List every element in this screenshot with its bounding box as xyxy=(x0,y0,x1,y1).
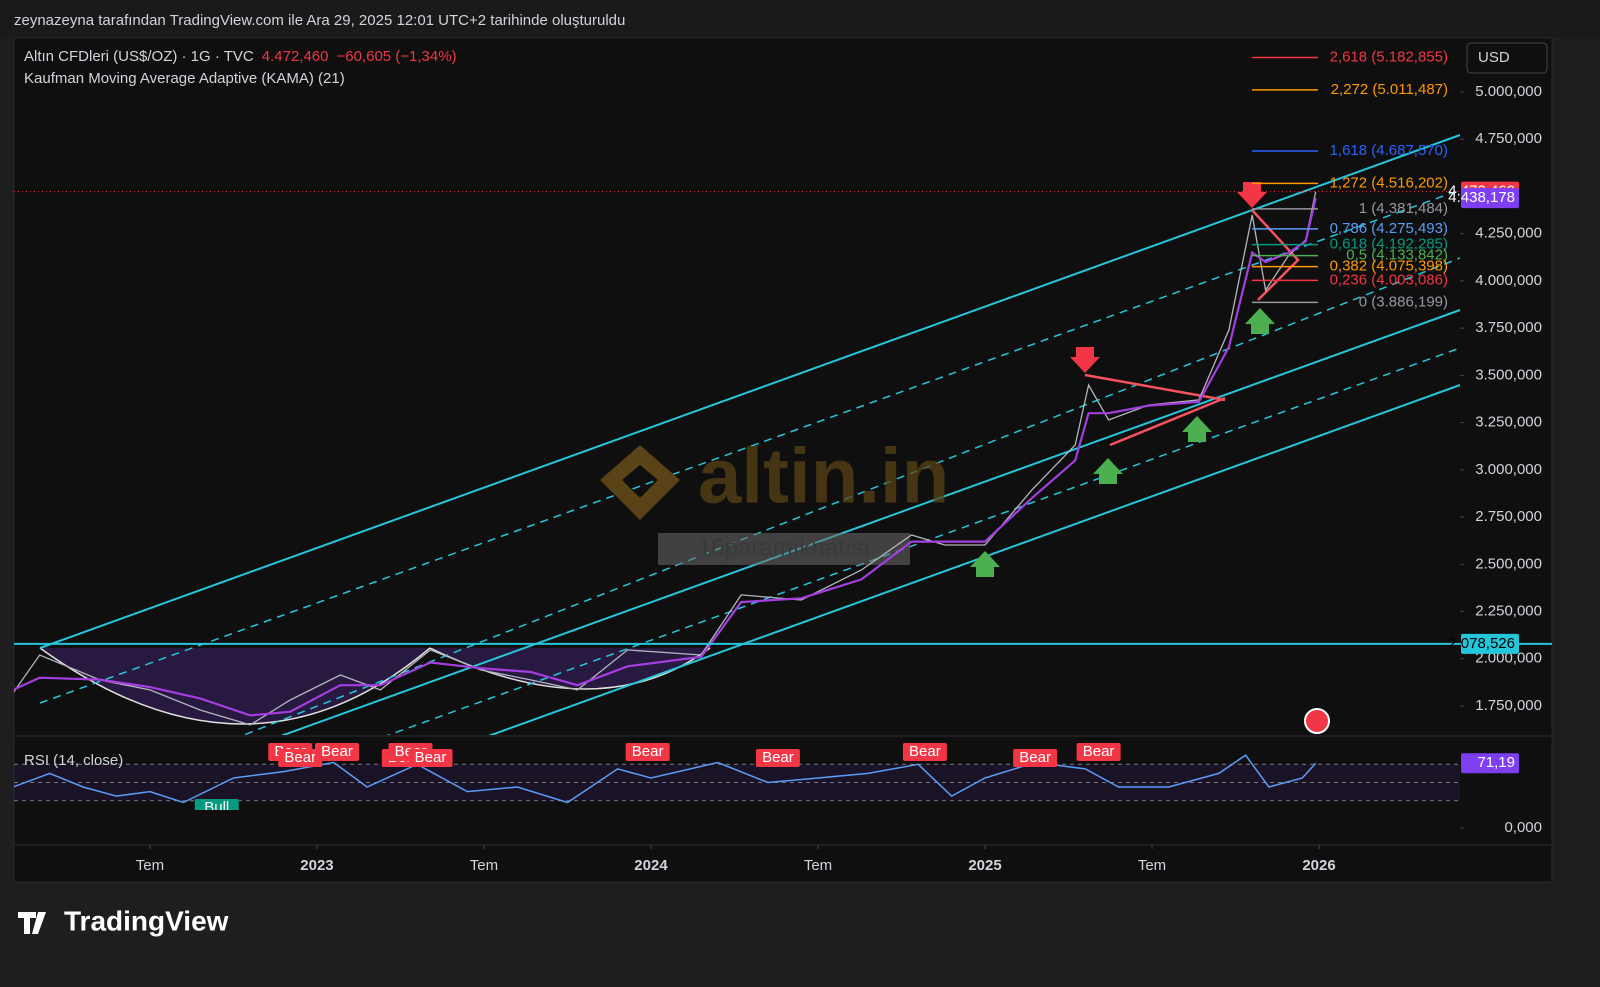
event-flag[interactable] xyxy=(1304,708,1330,734)
watermark xyxy=(600,445,910,565)
y-tick-label: 2.500,000 xyxy=(1475,555,1542,572)
rsi-pane xyxy=(14,754,1460,804)
signal-label: Bear xyxy=(321,743,353,760)
price-badge xyxy=(1461,633,1519,654)
signal-label: Bear xyxy=(632,743,664,760)
price-badge-label: 4.438,178 xyxy=(1448,189,1515,206)
y-tick-label: 3.000,000 xyxy=(1475,461,1542,478)
currency-button[interactable] xyxy=(1466,42,1548,74)
buy-arrow xyxy=(970,551,1000,577)
zigzag-line xyxy=(1251,209,1300,301)
signal-label: Bear xyxy=(909,743,941,760)
signal-label: Bear xyxy=(284,749,316,766)
y-tick-label: 3.250,000 xyxy=(1475,414,1542,431)
x-tick-label: Tem xyxy=(1138,857,1166,874)
y-tick-label: 2.750,000 xyxy=(1475,508,1542,525)
cup-curve xyxy=(39,647,431,725)
price-badge-label: 71,19 xyxy=(1477,754,1515,771)
x-tick-label: 2025 xyxy=(968,857,1001,874)
header-bar xyxy=(0,0,1600,38)
signal-badge xyxy=(755,749,800,767)
watermark-subtext: 16paramıknatısı xyxy=(698,534,870,561)
sell-arrow xyxy=(1237,182,1267,208)
chart-panel xyxy=(13,37,1553,883)
legend-change: −60,605 (−1,34%) xyxy=(336,48,456,65)
arrows xyxy=(970,182,1275,577)
x-tick-label: 2024 xyxy=(634,857,668,874)
channel-midline xyxy=(241,257,1460,735)
y-tick-label: 3.750,000 xyxy=(1475,319,1542,336)
signal-label: Bear xyxy=(1019,749,1051,766)
series-line xyxy=(14,197,1317,717)
fib-label: 2,272 (5.011,487) xyxy=(1331,81,1448,98)
watermark-box xyxy=(658,533,910,565)
price-badge xyxy=(1461,188,1519,209)
signal-label: Bull xyxy=(204,799,229,816)
channel-line xyxy=(280,309,1460,735)
y-tick-label: 4.000,000 xyxy=(1475,272,1542,289)
legend-price: 4.472,460 xyxy=(262,48,329,65)
tv-logo xyxy=(18,912,46,934)
triangle-line xyxy=(1109,396,1226,447)
buy-arrow xyxy=(1093,458,1123,484)
legend-rsi: RSI (14, close) xyxy=(24,752,123,769)
fib-label: 0,618 (4.192,285) xyxy=(1330,236,1448,253)
signal-badge xyxy=(902,743,947,761)
x-tick-label: Tem xyxy=(470,857,498,874)
fib-label: 0,236 (4.003,086) xyxy=(1330,271,1448,288)
buy-arrow xyxy=(1182,416,1212,442)
drawings xyxy=(39,134,1460,735)
series-line xyxy=(14,191,1317,726)
fib-label: 0,5 (4.133,842) xyxy=(1346,247,1448,264)
y-tick-label: 5.000,000 xyxy=(1475,83,1542,100)
signal-badge xyxy=(625,743,670,761)
x-tick-label: 2026 xyxy=(1302,857,1335,874)
signal-badge xyxy=(278,749,323,767)
legend-series: Altın CFDleri (US$/OZ) · 1G · TVC xyxy=(24,48,254,65)
x-tick-label: 2023 xyxy=(300,857,333,874)
watermark-text: altin.in xyxy=(698,432,949,520)
fib-label: 0,786 (4.275,493) xyxy=(1330,220,1448,237)
channel-line xyxy=(488,384,1460,735)
header-text: zeynazeyna tarafından TradingView.com il… xyxy=(14,12,625,29)
series-layer xyxy=(14,191,1460,804)
signal-badge xyxy=(408,749,453,767)
signal-badge xyxy=(1013,749,1058,767)
fib-label: 0,382 (4.075,398) xyxy=(1330,258,1448,275)
buy-arrow xyxy=(1245,308,1275,334)
fib-label: 1,618 (4.687,570) xyxy=(1330,142,1448,159)
price-badge-label: 2.078,526 xyxy=(1448,635,1515,652)
watermark-logo xyxy=(600,445,680,520)
signal-badge xyxy=(194,799,239,810)
signal-label: Bear xyxy=(762,749,794,766)
currency-label[interactable]: USD xyxy=(1478,49,1510,66)
legend-indicator: Kaufman Moving Average Adaptive (KAMA) (… xyxy=(24,70,345,87)
fib-label: 0 (3.886,199) xyxy=(1359,293,1448,310)
y-tick-label: 0,000 xyxy=(1504,819,1542,836)
main-pane xyxy=(14,191,1317,726)
x-tick-label: Tem xyxy=(136,857,164,874)
series-line xyxy=(14,754,1317,804)
y-tick-label: 2.000,000 xyxy=(1475,650,1542,667)
y-tick-label: 3.500,000 xyxy=(1475,366,1542,383)
signal-label: Bear xyxy=(415,749,447,766)
price-badge xyxy=(1461,753,1519,774)
y-tick-label: 4.750,000 xyxy=(1475,130,1542,147)
x-tick-label: Tem xyxy=(804,857,832,874)
channel-line xyxy=(39,134,1460,649)
fib-label: 1,272 (4.516,202) xyxy=(1330,174,1448,191)
signal-label: Bear xyxy=(1083,743,1115,760)
y-tick-label: 4.250,000 xyxy=(1475,225,1542,242)
cup-fill xyxy=(430,648,710,689)
sell-arrow xyxy=(1070,347,1100,373)
signal-badge xyxy=(1076,743,1121,761)
y-tick-label: 2.250,000 xyxy=(1475,603,1542,620)
footer-brand: TradingView xyxy=(64,905,229,936)
fib-label: 2,618 (5.182,855) xyxy=(1330,48,1448,65)
signal-badge xyxy=(315,743,360,761)
y-tick-label: 1.750,000 xyxy=(1475,697,1542,714)
fib-label: 1 (4.381,484) xyxy=(1359,200,1448,217)
